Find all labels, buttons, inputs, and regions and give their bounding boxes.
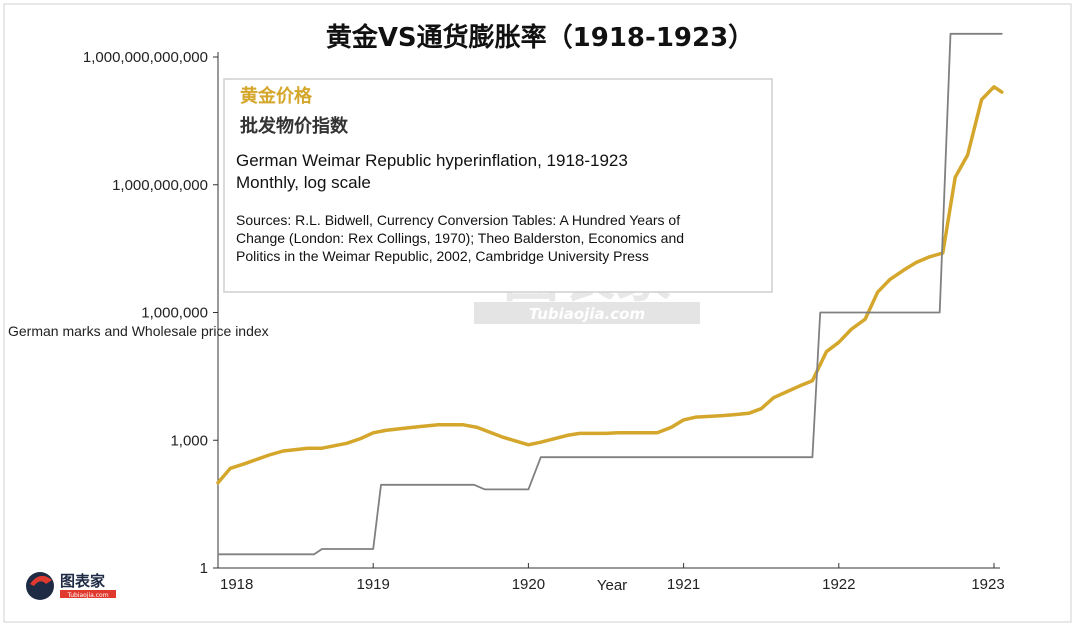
logo-sub-text: Tubiaojia.com xyxy=(66,592,108,599)
y-tick-label: 1,000,000,000,000 xyxy=(83,49,208,66)
x-tick-label: 1918 xyxy=(220,576,253,593)
x-tick-label: 1921 xyxy=(667,576,700,593)
watermark-banner xyxy=(474,302,700,324)
brand-logo: 图表家 Tubiaojia.com xyxy=(26,572,116,600)
source-line-1: Sources: R.L. Bidwell, Currency Conversi… xyxy=(236,212,680,228)
source-line-3: Politics in the Weimar Republic, 2002, C… xyxy=(236,248,649,264)
x-tick-label: 1922 xyxy=(822,576,855,593)
legend-item-gold: 黄金价格 xyxy=(240,85,313,107)
legend-box: 黄金价格 批发物价指数 German Weimar Republic hyper… xyxy=(223,78,773,293)
note-line-1: German Weimar Republic hyperinflation, 1… xyxy=(236,151,628,170)
x-tick-label: 1920 xyxy=(512,576,545,593)
y-tick-label: 1,000,000 xyxy=(141,305,208,322)
x-tick-label: 1923 xyxy=(971,576,1004,593)
y-axis-label: German marks and Wholesale price index xyxy=(8,323,269,339)
y-tick-label: 1,000,000,000 xyxy=(112,177,208,194)
series-layer xyxy=(216,32,1004,556)
x-tick-label: 1919 xyxy=(357,576,390,593)
watermark-sub-text: Tubiaojia.com xyxy=(529,305,645,323)
source-line-2: Change (London: Rex Collings, 1970); The… xyxy=(236,230,684,246)
x-axis-label: Year xyxy=(597,577,627,594)
legend-box-border xyxy=(223,78,773,293)
y-ticks: 1 1,000 1,000,000 1,000,000,000 1,000,000,00… xyxy=(83,49,218,577)
series-line-wholesale-index xyxy=(217,32,1003,556)
chart-title: 黄金VS通货膨胀率（1918-1923） xyxy=(326,22,754,53)
legend-item-wholesale: 批发物价指数 xyxy=(240,115,349,137)
series-line-gold-price xyxy=(216,85,1004,485)
logo-text: 图表家 xyxy=(60,572,105,590)
y-tick-label: 1,000 xyxy=(170,432,208,449)
note-line-2: Monthly, log scale xyxy=(236,173,371,192)
x-ticks: 1918 1919 1920 1921 1922 1923 xyxy=(217,563,1005,593)
y-tick-label: 1 xyxy=(200,560,208,577)
